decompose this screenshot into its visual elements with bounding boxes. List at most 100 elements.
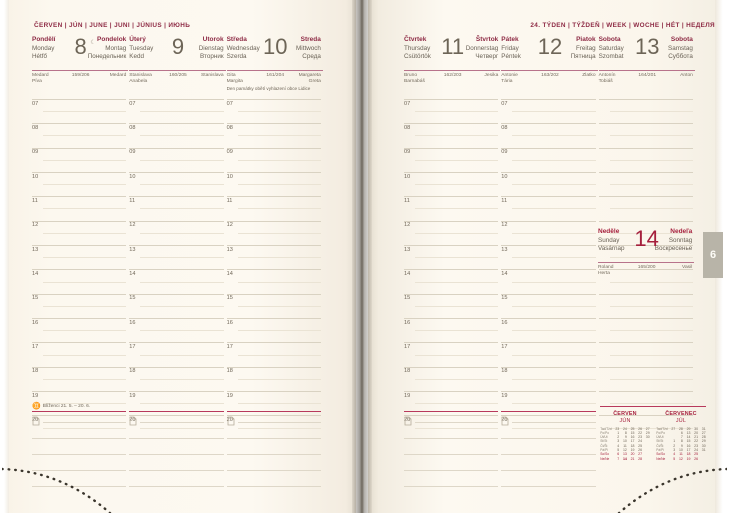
time-slot[interactable]: 09 <box>32 147 129 172</box>
note-line[interactable] <box>129 454 224 455</box>
mini-calendar-day[interactable]: 7 <box>617 456 620 461</box>
mini-calendar-day[interactable]: 12 <box>622 448 627 453</box>
time-slot[interactable] <box>598 99 696 123</box>
time-slot[interactable] <box>598 245 696 269</box>
time-slot[interactable]: 14 <box>32 269 129 293</box>
mini-calendar-day[interactable]: 10 <box>678 448 683 453</box>
mini-calendar-day[interactable]: 27 <box>638 452 643 457</box>
time-slot[interactable]: 17 <box>32 342 129 366</box>
month-tab[interactable]: 6 <box>703 232 723 278</box>
time-slot[interactable]: 12 <box>226 220 324 245</box>
mini-calendar-day[interactable]: 21 <box>694 435 699 440</box>
time-slot[interactable]: 09 <box>129 147 226 172</box>
note-line[interactable] <box>32 454 127 455</box>
note-line[interactable] <box>512 422 596 423</box>
mini-calendar-day[interactable]: 11 <box>679 452 683 457</box>
time-slot[interactable]: 18 <box>501 366 598 391</box>
time-slot[interactable]: 14 <box>129 269 226 293</box>
mini-calendar-day[interactable]: 16 <box>686 443 691 448</box>
time-slot[interactable] <box>598 220 696 245</box>
mini-calendar-day[interactable]: 23 <box>694 443 699 448</box>
note-line[interactable] <box>501 438 596 439</box>
time-slot[interactable]: 11 <box>501 196 598 220</box>
mini-calendar-day[interactable]: 15 <box>630 430 635 435</box>
note-line[interactable] <box>501 454 596 455</box>
mini-calendar-day[interactable]: 26 <box>638 448 643 453</box>
mini-calendar-day[interactable]: 17 <box>686 448 691 453</box>
time-slot[interactable] <box>598 342 696 366</box>
day-time-column[interactable]: 07 08 09 10 11 12 13 14 15 16 17 18 19 20 <box>501 99 598 440</box>
mini-calendar-day[interactable]: 4 <box>617 443 620 448</box>
time-slot[interactable]: 11 <box>226 196 324 220</box>
time-slot[interactable]: 08 <box>129 123 226 147</box>
mini-calendar-day[interactable]: 29 <box>645 430 650 435</box>
mini-calendar-day[interactable]: 12 <box>678 456 683 461</box>
note-line[interactable] <box>226 470 321 471</box>
time-slot[interactable] <box>598 318 696 342</box>
time-slot[interactable]: 10 <box>32 172 129 196</box>
time-slot[interactable]: 16 <box>226 318 324 342</box>
time-slot[interactable] <box>598 172 696 196</box>
mini-calendar-day[interactable]: 14 <box>686 435 691 440</box>
mini-calendar-day[interactable]: 16 <box>630 435 635 440</box>
time-slot[interactable]: 12 <box>404 220 501 245</box>
time-slot[interactable] <box>598 147 696 172</box>
mini-calendar-day[interactable]: 20 <box>694 430 699 435</box>
time-slot[interactable]: 20 <box>226 415 324 439</box>
note-line[interactable] <box>129 486 224 487</box>
time-slot[interactable]: 08 <box>226 123 324 147</box>
note-line[interactable] <box>129 438 224 439</box>
mini-calendar-day[interactable]: 29 <box>701 439 706 444</box>
mini-calendar-day[interactable]: 2 <box>617 435 620 440</box>
note-line[interactable] <box>32 486 127 487</box>
note-line[interactable] <box>501 470 596 471</box>
mini-calendar-day[interactable]: 24 <box>694 448 699 453</box>
time-slot[interactable]: 17 <box>226 342 324 366</box>
time-slot[interactable] <box>598 415 696 439</box>
time-slot[interactable] <box>598 269 696 293</box>
time-slot[interactable]: 13 <box>32 245 129 269</box>
time-slot[interactable]: 13 <box>404 245 501 269</box>
time-slot[interactable] <box>598 196 696 220</box>
mini-calendar-day[interactable]: 22 <box>638 430 643 435</box>
mini-calendar-day[interactable]: 26 <box>694 456 699 461</box>
time-slot[interactable]: 10 <box>129 172 226 196</box>
time-slot[interactable]: 19 <box>226 391 324 415</box>
time-slot[interactable]: 13 <box>129 245 226 269</box>
time-slot[interactable]: 13 <box>501 245 598 269</box>
time-slot[interactable]: 15 <box>501 293 598 318</box>
time-slot[interactable]: 13 <box>226 245 324 269</box>
mini-calendar-day[interactable]: 9 <box>680 443 683 448</box>
time-slot[interactable]: 18 <box>129 366 226 391</box>
note-line[interactable] <box>140 422 224 423</box>
time-slot[interactable]: 09 <box>501 147 598 172</box>
note-line[interactable] <box>404 454 499 455</box>
time-slot[interactable]: 15 <box>32 293 129 318</box>
time-slot[interactable]: 19 <box>32 391 129 415</box>
day-time-column[interactable] <box>598 99 696 440</box>
mini-calendar-day[interactable]: 6 <box>680 430 683 435</box>
time-slot[interactable]: 16 <box>501 318 598 342</box>
time-slot[interactable]: 17 <box>501 342 598 366</box>
note-line[interactable] <box>501 486 596 487</box>
mini-calendar-day[interactable]: 20 <box>630 452 635 457</box>
mini-calendar-day[interactable]: 5 <box>617 448 620 453</box>
mini-calendar-day[interactable]: 21 <box>630 456 635 461</box>
time-slot[interactable]: 08 <box>501 123 598 147</box>
day-time-column[interactable]: 07 08 09 10 11 12 13 14 15 16 17 18 19 20 <box>404 99 501 440</box>
time-slot[interactable]: 15 <box>404 293 501 318</box>
note-line[interactable] <box>404 470 499 471</box>
note-line[interactable] <box>226 486 321 487</box>
mini-calendar-day[interactable]: 1 <box>673 439 676 444</box>
time-slot[interactable]: 07 <box>129 99 226 123</box>
mini-calendar-day[interactable]: 25 <box>694 452 699 457</box>
day-time-column[interactable]: 07 08 09 10 11 12 13 14 15 16 17 18 19 20 <box>32 99 129 440</box>
time-slot[interactable]: 17 <box>129 342 226 366</box>
time-slot[interactable]: 16 <box>32 318 129 342</box>
mini-calendar-day[interactable]: 3 <box>673 448 676 453</box>
time-slot[interactable]: 20 <box>404 415 501 439</box>
time-slot[interactable]: 20 <box>32 415 129 439</box>
mini-calendar-day[interactable]: 15 <box>686 439 691 444</box>
time-slot[interactable]: 12 <box>129 220 226 245</box>
mini-calendar-day[interactable]: 18 <box>686 452 691 457</box>
